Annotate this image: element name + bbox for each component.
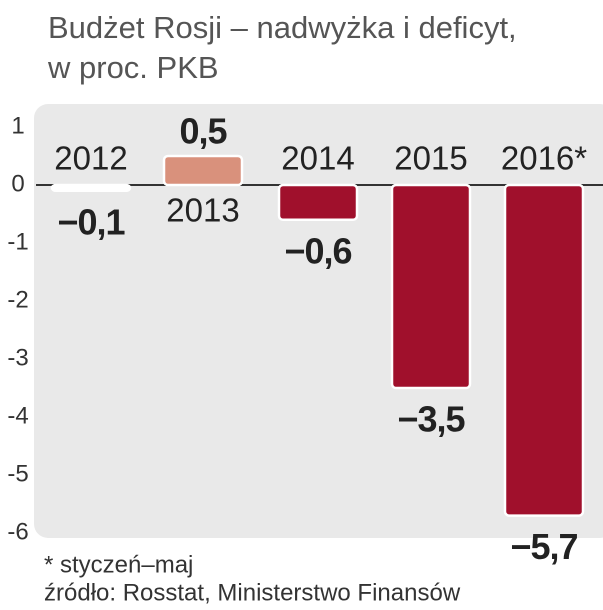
x-tick-label: 2012 [54,140,127,177]
bar [390,183,472,390]
y-tick-label: 1 [11,112,24,139]
y-tick-label: -5 [7,460,28,487]
value-label: −0,6 [284,230,351,271]
x-tick-label: 2013 [166,192,239,229]
chart-subtitle: w proc. PKB [47,50,219,85]
value-label: −5,7 [510,526,577,567]
bar [162,154,244,187]
y-tick-label: -4 [7,402,28,429]
bar [503,183,585,517]
source: źródło: Rosstat, Ministerstwo Finansów [44,579,461,606]
bar [50,183,132,193]
x-tick-label: 2014 [281,140,354,177]
value-label: 0,5 [179,111,227,152]
bar [277,183,359,222]
y-tick-label: 0 [11,170,24,197]
footnote: * styczeń–maj [44,551,193,578]
x-tick-label: 2016* [501,140,587,177]
value-label: −0,1 [57,201,125,242]
y-tick-label: -6 [7,518,28,545]
y-tick-label: -3 [7,344,28,371]
y-tick-label: -2 [7,286,28,313]
chart-title: Budżet Rosji – nadwyżka i deficyt, [48,10,517,45]
y-tick-label: -1 [7,228,28,255]
value-label: −3,5 [397,399,465,440]
x-tick-label: 2015 [394,140,467,177]
